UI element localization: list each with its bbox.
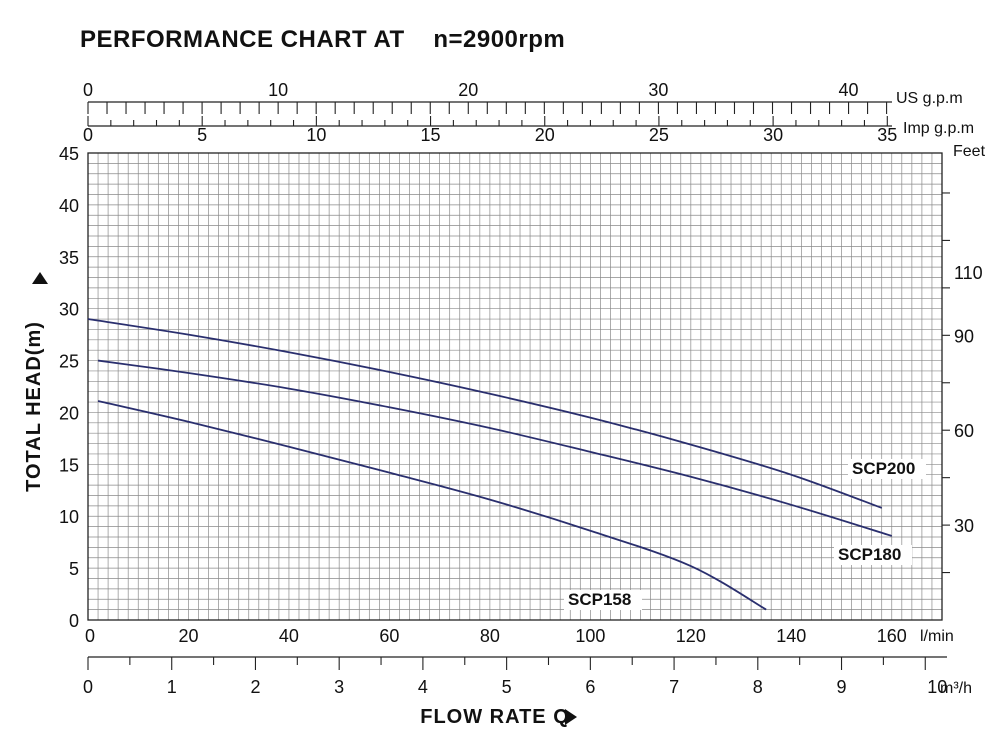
- feet-tick-label: 110: [954, 263, 983, 283]
- chart-title: PERFORMANCE CHART AT n=2900rpm: [80, 26, 566, 53]
- y-tick-label: 10: [59, 507, 79, 527]
- us-gpm-tick-label: 40: [839, 80, 859, 100]
- feet-tick-label: 60: [954, 421, 974, 441]
- x-tick-label: 140: [776, 626, 806, 646]
- plot-frame: [87, 152, 943, 621]
- x-tick-label: 160: [877, 626, 907, 646]
- imp-gpm-tick-label: 30: [763, 125, 783, 145]
- y-tick-label: 25: [59, 352, 79, 372]
- y-tick-label: 30: [59, 300, 79, 320]
- y-tick-label: 5: [69, 559, 79, 579]
- imp-gpm-unit-label: Imp g.p.m: [903, 120, 974, 137]
- curve-label-bg: [564, 590, 642, 610]
- y-tick-label: 20: [59, 403, 79, 423]
- x-tick-label: 100: [575, 626, 605, 646]
- m3h-tick-label: 9: [837, 677, 847, 697]
- imp-gpm-tick-label: 15: [421, 125, 441, 145]
- m3h-tick-label: 6: [585, 677, 595, 697]
- y-tick-label: 0: [69, 611, 79, 631]
- imp-gpm-tick-label: 35: [877, 125, 897, 145]
- imp-gpm-tick-label: 20: [535, 125, 555, 145]
- curve-label-scp180: SCP180: [838, 545, 901, 564]
- m3h-tick-label: 3: [334, 677, 344, 697]
- us-gpm-tick-label: 30: [648, 80, 668, 100]
- x-axis-title: FLOW RATE Q: [420, 706, 570, 728]
- x-tick-label: 40: [279, 626, 299, 646]
- m3h-tick-label: 8: [753, 677, 763, 697]
- curve-label-bg: [834, 545, 912, 565]
- x-axis-arrow-icon: [565, 709, 577, 725]
- curve-scp200: [87, 318, 883, 509]
- m3h-tick-label: 7: [669, 677, 679, 697]
- feet-tick-label: 90: [954, 326, 974, 346]
- x-tick-label: 80: [480, 626, 500, 646]
- x-unit-label: l/min: [920, 628, 954, 645]
- y-tick-label: 15: [59, 455, 79, 475]
- imp-gpm-tick-label: 10: [306, 125, 326, 145]
- curve-scp180: [97, 359, 893, 537]
- us-gpm-tick-label: 0: [83, 80, 93, 100]
- us-gpm-tick-label: 10: [268, 80, 288, 100]
- us-gpm-unit-label: US g.p.m: [896, 90, 963, 107]
- m3h-tick-label: 10: [927, 677, 947, 697]
- y-tick-label: 45: [59, 144, 79, 164]
- curve-label-scp158: SCP158: [568, 590, 631, 609]
- x-tick-label: 60: [379, 626, 399, 646]
- m3h-tick-label: 5: [502, 677, 512, 697]
- x-tick-label: 120: [676, 626, 706, 646]
- curve-label-scp200: SCP200: [852, 459, 915, 478]
- imp-gpm-tick-label: 25: [649, 125, 669, 145]
- y-tick-label: 40: [59, 196, 79, 216]
- imp-gpm-tick-label: 5: [197, 125, 207, 145]
- imp-gpm-tick-label: 0: [83, 125, 93, 145]
- m3h-tick-label: 4: [418, 677, 428, 697]
- curve-scp158: [97, 400, 767, 611]
- m3h-tick-label: 0: [83, 677, 93, 697]
- x-tick-label: 0: [85, 626, 95, 646]
- feet-unit-label: Feet: [953, 143, 986, 160]
- y-tick-label: 35: [59, 248, 79, 268]
- us-gpm-tick-label: 20: [458, 80, 478, 100]
- m3h-unit-label: m³/h: [940, 680, 972, 697]
- y-axis-arrow-icon: [32, 272, 48, 284]
- y-axis-title: TOTAL HEAD(m): [23, 321, 45, 492]
- curve-label-bg: [848, 459, 926, 479]
- m3h-tick-label: 2: [250, 677, 260, 697]
- m3h-tick-label: 1: [167, 677, 177, 697]
- x-tick-label: 20: [178, 626, 198, 646]
- feet-tick-label: 30: [954, 516, 974, 536]
